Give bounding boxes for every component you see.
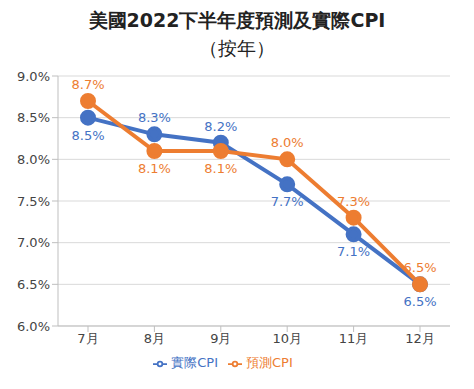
svg-text:8.1%: 8.1%	[138, 161, 171, 176]
html-text:（按年）: （按年）	[199, 37, 275, 59]
svg-text:7.0%: 7.0%	[17, 235, 50, 250]
svg-text:9.0%: 9.0%	[17, 69, 50, 84]
svg-text:7.1%: 7.1%	[337, 244, 370, 259]
svg-text:8.3%: 8.3%	[138, 110, 171, 125]
svg-text:6.0%: 6.0%	[17, 319, 50, 334]
svg-text:8.2%: 8.2%	[204, 119, 237, 134]
svg-text:8.5%: 8.5%	[17, 110, 50, 125]
svg-text:6.5%: 6.5%	[403, 294, 436, 309]
svg-text:8.0%: 8.0%	[271, 135, 304, 150]
svg-text:7.3%: 7.3%	[337, 194, 370, 209]
svg-text:8.0%: 8.0%	[17, 152, 50, 167]
svg-text:12月: 12月	[405, 331, 435, 346]
svg-text:10月: 10月	[272, 331, 302, 346]
svg-text:7.5%: 7.5%	[17, 194, 50, 209]
svg-text:8.7%: 8.7%	[71, 77, 104, 92]
svg-text:6.5%: 6.5%	[17, 277, 50, 292]
html-text:預測CPI: 預測CPI	[246, 355, 293, 370]
html-text:實際CPI: 實際CPI	[171, 355, 218, 370]
svg-text:8.1%: 8.1%	[204, 161, 237, 176]
svg-text:7月: 7月	[77, 331, 98, 346]
svg-text:11月: 11月	[339, 331, 369, 346]
svg-text:6.5%: 6.5%	[403, 260, 436, 275]
svg-text:8月: 8月	[144, 331, 165, 346]
svg-text:8.5%: 8.5%	[71, 128, 104, 143]
svg-text:9月: 9月	[210, 331, 231, 346]
svg-text:7.7%: 7.7%	[271, 194, 304, 209]
html-text:美國2022下半年度預測及實際CPI: 美國2022下半年度預測及實際CPI	[88, 9, 386, 31]
